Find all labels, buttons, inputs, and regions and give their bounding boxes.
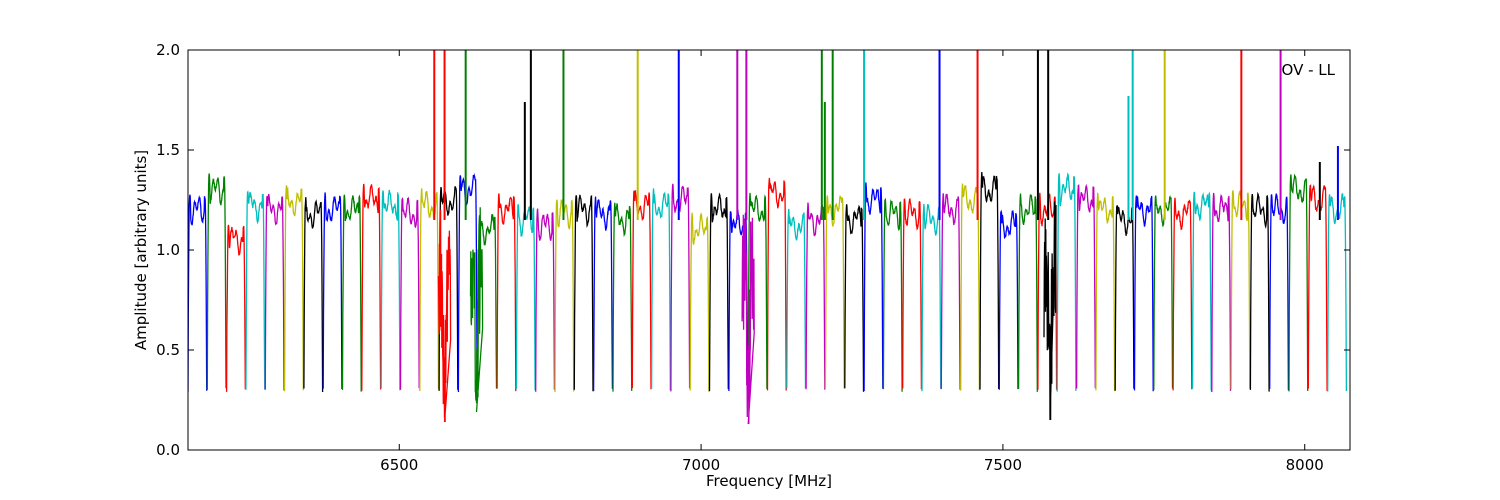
- channel-trace: [844, 204, 865, 392]
- channel-trace: [225, 224, 246, 392]
- channel-trace: [1307, 184, 1328, 392]
- channel-trace: [322, 192, 343, 390]
- y-axis-label: Amplitude [arbitrary units]: [132, 150, 150, 350]
- channel-trace: [1114, 205, 1135, 391]
- channel-trace: [882, 197, 903, 392]
- channel-trace: [283, 185, 304, 392]
- x-tick-label: 7000: [682, 456, 720, 474]
- channel-trace: [573, 194, 594, 392]
- channel-trace: [1056, 172, 1077, 392]
- x-tick-label: 8000: [1286, 456, 1324, 474]
- y-tick-label: 0.5: [156, 341, 180, 359]
- channel-trace: [457, 172, 478, 393]
- channel-trace: [998, 209, 1019, 390]
- channel-trace: [708, 192, 729, 392]
- channel-trace: [245, 190, 266, 390]
- channel-trace: [612, 202, 633, 392]
- channel-trace: [1211, 192, 1232, 393]
- channel-trace: [1269, 193, 1290, 391]
- channel-trace: [264, 193, 285, 391]
- channel-trace: [1288, 173, 1309, 392]
- noisy-dip: [469, 207, 484, 413]
- channel-trace: [188, 194, 208, 393]
- channel-trace: [496, 193, 517, 392]
- channel-trace: [419, 188, 440, 392]
- channel-trace: [650, 188, 671, 391]
- channel-trace: [1172, 197, 1193, 391]
- channel-trace: [766, 177, 787, 391]
- noisy-dip: [1043, 201, 1057, 421]
- channel-trace: [438, 186, 459, 391]
- ticks-layer: 6500 7000 7500 8000 0.0 0.5 1.0 1.5 2.0: [156, 41, 1350, 474]
- channel-trace: [689, 212, 710, 392]
- series-layer: [188, 50, 1348, 425]
- y-tick-label: 1.5: [156, 141, 180, 159]
- channel-trace: [535, 208, 556, 392]
- channel-trace: [592, 196, 614, 392]
- channel-trace: [1017, 193, 1038, 392]
- x-tick-label: 6500: [380, 456, 418, 474]
- channel-trace: [1153, 195, 1174, 391]
- channel-trace: [824, 195, 845, 389]
- channel-trace: [747, 192, 768, 390]
- channel-trace: [1095, 192, 1116, 392]
- channel-trace: [940, 193, 961, 390]
- channel-trace: [206, 173, 227, 390]
- channel-trace: [960, 183, 981, 391]
- channel-trace: [341, 194, 362, 392]
- channel-trace: [670, 183, 691, 392]
- channel-trace: [631, 190, 652, 390]
- channel-trace: [786, 208, 807, 389]
- y-tick-label: 0.0: [156, 441, 180, 459]
- channel-trace: [863, 182, 884, 392]
- channel-trace: [361, 183, 382, 391]
- panel-annotation: OV - LL: [1282, 61, 1336, 79]
- channel-trace: [1075, 183, 1096, 389]
- x-tick-label: 7500: [984, 456, 1022, 474]
- channel-trace: [380, 189, 401, 391]
- y-tick-label: 2.0: [156, 41, 180, 59]
- channel-trace: [303, 197, 324, 393]
- noisy-dip: [437, 209, 452, 423]
- channel-trace: [921, 203, 942, 392]
- channel-trace: [1133, 195, 1154, 392]
- noisy-dip: [741, 214, 755, 425]
- channel-trace: [979, 171, 1000, 390]
- x-axis-label: Frequency [MHz]: [706, 472, 832, 490]
- channel-trace: [1249, 191, 1270, 392]
- y-tick-label: 1.0: [156, 241, 180, 259]
- channel-trace: [399, 196, 420, 390]
- channel-trace: [1191, 191, 1212, 391]
- channel-trace: [902, 198, 923, 390]
